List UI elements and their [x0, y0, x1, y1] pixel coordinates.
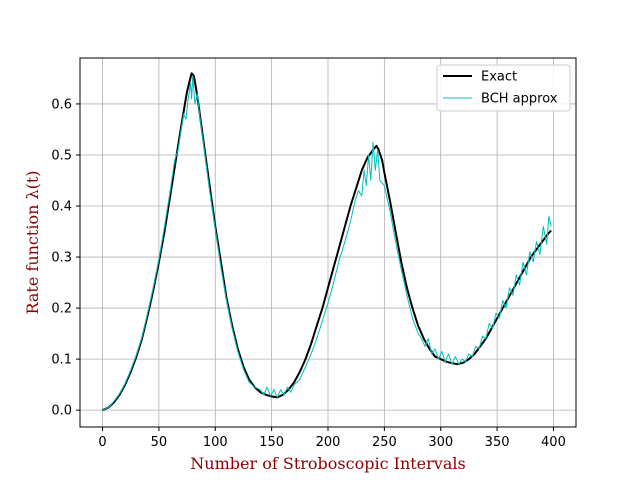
- x-tick-label: 0: [98, 435, 106, 450]
- x-axis-label: Number of Stroboscopic Intervals: [190, 454, 465, 473]
- y-tick-label: 0.2: [51, 302, 72, 317]
- x-tick-label: 50: [151, 435, 168, 450]
- y-tick-label: 0.4: [51, 200, 72, 215]
- x-tick-label: 350: [485, 435, 510, 450]
- x-tick-label: 150: [259, 435, 284, 450]
- y-tick-label: 0.0: [51, 404, 72, 419]
- series-line-bch-approx: [102, 75, 552, 411]
- series-layer: [102, 72, 552, 412]
- y-axis-ticks: 0.0 0.1 0.2 0.3 0.4 0.5 0.6: [51, 97, 80, 419]
- x-tick-label: 200: [316, 435, 341, 450]
- y-tick-label: 0.6: [51, 97, 72, 112]
- x-tick-label: 100: [203, 435, 228, 450]
- x-tick-label: 300: [428, 435, 453, 450]
- x-tick-label: 400: [541, 435, 566, 450]
- grid-lines: [80, 58, 576, 427]
- y-tick-label: 0.5: [51, 148, 72, 163]
- series-line-exact: [102, 72, 552, 412]
- x-tick-label: 250: [372, 435, 397, 450]
- x-axis-ticks: 0 50 100 150 200 250 300 350 400: [98, 427, 566, 450]
- legend-entry: BCH approx: [481, 92, 558, 107]
- y-tick-label: 0.3: [51, 251, 72, 266]
- legend: Exact BCH approx: [436, 64, 571, 112]
- y-axis-label: Rate function λ(t): [23, 170, 42, 314]
- y-tick-label: 0.1: [51, 353, 72, 368]
- legend-entry: Exact: [481, 70, 517, 85]
